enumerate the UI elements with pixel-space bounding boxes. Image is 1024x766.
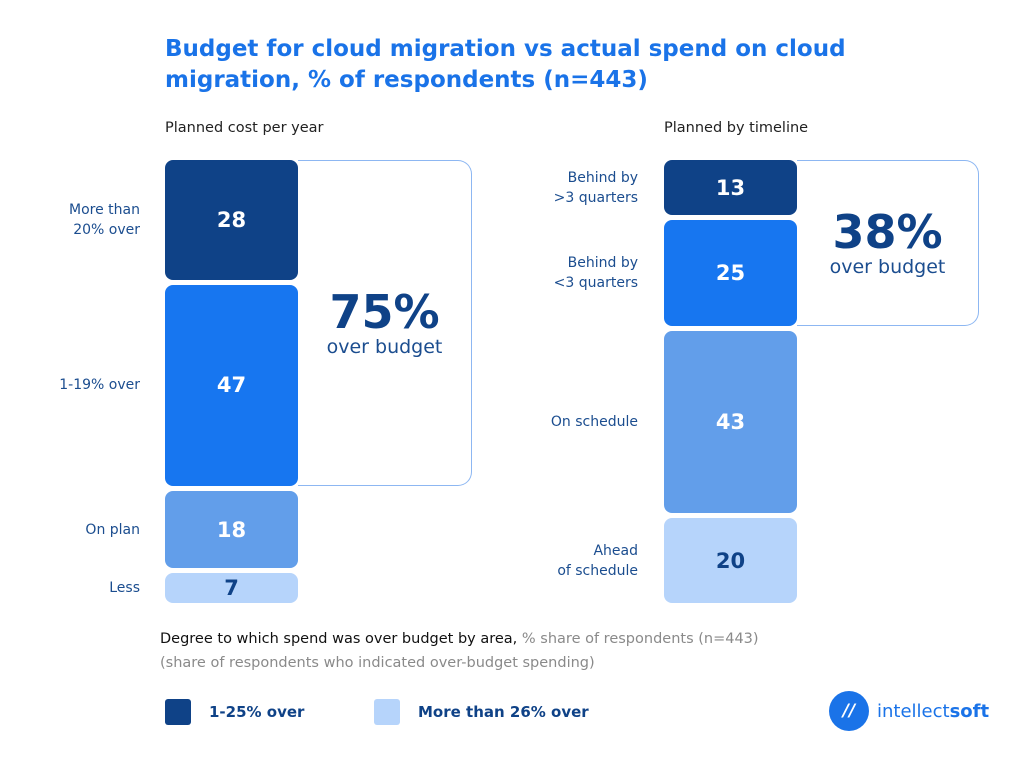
bar-segment: 28 xyxy=(165,160,298,280)
bar-segment: 47 xyxy=(165,284,298,486)
legend-item-2: More than 26% over xyxy=(374,699,589,725)
category-label: On schedule xyxy=(550,414,638,431)
over-budget-callout: 75% over budget xyxy=(298,160,472,486)
left-chart-title: Planned cost per year xyxy=(165,120,324,136)
category-label: Ahead of schedule xyxy=(557,542,638,579)
footnote-line2: (share of respondents who indicated over… xyxy=(160,655,595,671)
data-label: 18 xyxy=(216,517,247,542)
bar-segment: 20 xyxy=(664,518,797,603)
legend-label: More than 26% over xyxy=(418,703,589,721)
category-label: More than 20% over xyxy=(69,201,140,238)
logo-text: intellectsoft xyxy=(877,700,990,722)
data-label: 7 xyxy=(224,576,239,600)
bar-segment: 43 xyxy=(664,331,797,514)
category-label: Behind by >3 quarters xyxy=(553,169,638,206)
bar-segment: 13 xyxy=(664,160,797,216)
bar-segment: 7 xyxy=(165,573,298,603)
bar-segment: 25 xyxy=(664,220,797,327)
data-label: 25 xyxy=(715,261,746,286)
legend-swatch xyxy=(165,699,191,725)
data-label: 20 xyxy=(715,548,746,573)
footnote: Degree to which spend was over budget by… xyxy=(160,627,759,675)
data-label: 47 xyxy=(216,373,247,398)
data-label: 28 xyxy=(216,207,247,232)
category-label: Less xyxy=(109,580,140,597)
category-label: On plan xyxy=(85,521,140,538)
data-label: 43 xyxy=(715,410,746,435)
bar-segment: 18 xyxy=(165,491,298,569)
callout-label: over budget xyxy=(829,256,946,278)
footnote-grey: % share of respondents (n=443) xyxy=(517,631,759,647)
intellectsoft-logo: // intellectsoft xyxy=(829,691,989,731)
footnote-main: Degree to which spend was over budget by… xyxy=(160,631,518,647)
chart-title: Budget for cloud migration vs actual spe… xyxy=(165,36,846,93)
logo-mark-icon: // xyxy=(829,691,869,731)
right-chart-title: Planned by timeline xyxy=(664,120,809,136)
category-label: Behind by <3 quarters xyxy=(553,255,638,292)
legend-swatch xyxy=(374,699,400,725)
data-label: 13 xyxy=(715,175,746,200)
legend-item-1: 1-25% over xyxy=(165,699,304,725)
callout-value: 75% xyxy=(329,285,440,339)
over-budget-callout: 38% over budget xyxy=(797,160,979,327)
category-label: 1-19% over xyxy=(59,377,140,394)
legend-label: 1-25% over xyxy=(209,703,305,721)
callout-value: 38% xyxy=(832,205,943,259)
callout-label: over budget xyxy=(326,336,443,358)
